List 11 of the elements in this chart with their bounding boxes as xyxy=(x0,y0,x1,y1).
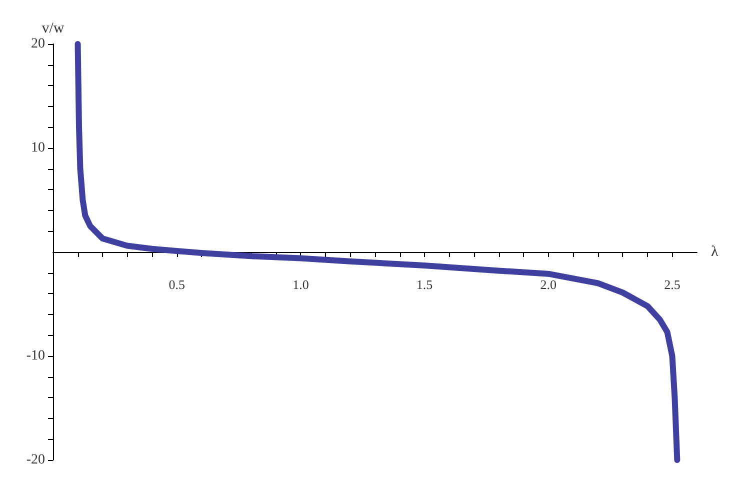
x-tick-label: 0.5 xyxy=(168,277,185,292)
x-tick-label: 2.5 xyxy=(664,277,680,292)
y-tick-label: -20 xyxy=(26,452,45,468)
y-axis-title: v/w xyxy=(42,20,64,36)
x-axis-title: λ xyxy=(711,244,719,260)
y-tick-label: 10 xyxy=(31,140,45,156)
y-tick-label: -10 xyxy=(26,348,45,364)
x-tick-label: 1.0 xyxy=(292,277,309,292)
y-tick-label: 20 xyxy=(31,36,45,52)
x-tick-label: 1.5 xyxy=(416,277,433,292)
x-tick-label: 2.0 xyxy=(540,277,557,292)
